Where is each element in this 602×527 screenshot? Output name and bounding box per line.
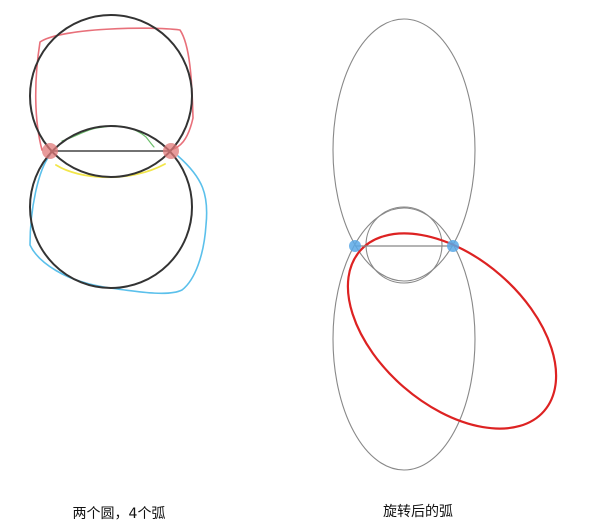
small-circle [365, 206, 443, 284]
top-outer-arc [34, 27, 194, 151]
right-diagram [332, 18, 558, 471]
bottom-circle [29, 125, 193, 289]
intersection-point-left [42, 143, 58, 159]
top-circle [29, 14, 193, 178]
inner-lower-arc [55, 163, 166, 179]
intersection-point-right [163, 143, 179, 159]
endpoint-right [447, 240, 459, 252]
bottom-outer-arc [29, 154, 208, 295]
endpoint-left [349, 240, 361, 252]
left-diagram [29, 14, 208, 295]
rotated-arc [346, 232, 558, 430]
caption-left: 两个圆，4个弧 [72, 506, 166, 522]
tall-ellipse-bottom [332, 207, 476, 471]
tall-ellipse-top [332, 18, 476, 282]
inner-upper-arc [61, 125, 155, 148]
caption-right: 旋转后的弧 [383, 504, 453, 520]
